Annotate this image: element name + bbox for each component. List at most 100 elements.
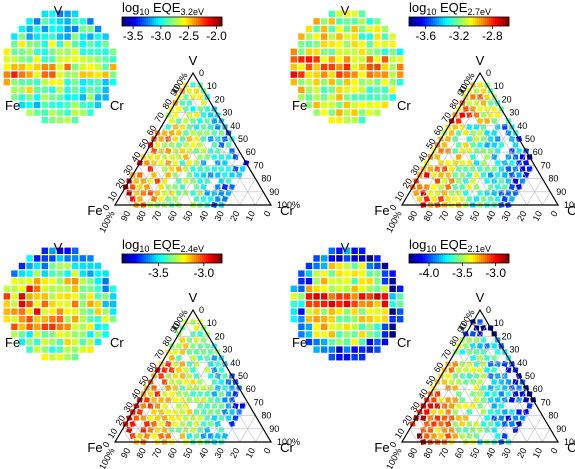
ternary-point — [501, 184, 508, 190]
ternary-point — [193, 348, 200, 356]
ternary-outline — [400, 71, 560, 206]
ternary-point — [189, 189, 197, 197]
wafer-pixel — [26, 86, 33, 93]
colorbar-segment — [429, 254, 432, 263]
wafer-pixel — [102, 285, 109, 292]
wafer-pixel — [366, 18, 373, 25]
ternary-point — [183, 142, 189, 148]
tick-label-right: 100% — [564, 200, 575, 210]
ternary-point — [455, 118, 462, 124]
wafer-pixel — [49, 18, 56, 25]
wafer-pixel — [18, 25, 26, 33]
ternary-point — [480, 88, 487, 94]
tick-label-bottom: 10 — [531, 446, 545, 460]
ternary-point — [452, 183, 459, 191]
wafer-pixel — [34, 79, 41, 86]
wafer-pixel — [359, 285, 366, 292]
ternary-point — [444, 195, 452, 203]
ternary-point — [133, 189, 140, 197]
ternary-point — [154, 427, 161, 433]
wafer-pixel — [328, 293, 335, 300]
wafer-pixel — [41, 285, 48, 292]
wafer-pixel — [305, 71, 313, 78]
wafer-pixel — [389, 33, 396, 40]
wafer-pixel — [26, 293, 33, 300]
tick-label-right: 60 — [246, 147, 256, 157]
colorbar-segment — [158, 254, 161, 263]
ternary-point — [186, 172, 193, 178]
wafer-pixel — [381, 71, 389, 78]
ternary-point — [501, 409, 508, 415]
ternary-point — [452, 433, 459, 439]
ternary-point — [491, 118, 497, 124]
ternary-point — [190, 319, 196, 325]
wafer-pixel — [366, 285, 373, 292]
ternary-point — [133, 178, 140, 184]
wafer-pixel — [72, 308, 79, 315]
wafer-pixel — [343, 285, 351, 292]
tick-label-left: 80 — [447, 97, 461, 111]
ternary-point — [158, 421, 165, 427]
ternary-point — [154, 189, 161, 197]
wafer-pixel — [305, 63, 313, 71]
wafer-label-right: Cr — [397, 335, 411, 350]
wafer-pixel — [336, 308, 343, 315]
ternary-point — [491, 130, 498, 136]
ternary-point — [487, 409, 494, 415]
wafer-pixel — [343, 270, 351, 277]
wafer-pixel — [381, 323, 389, 330]
wafer-pixel — [87, 18, 94, 25]
tick-label-bottom: 30 — [212, 446, 226, 460]
wafer-pixel — [34, 86, 41, 93]
ternary-point — [423, 409, 430, 415]
tick-label-bottom: 60 — [453, 446, 467, 460]
wafer-pixel — [11, 94, 18, 101]
gridline — [495, 152, 528, 206]
ternary-point — [214, 184, 221, 190]
ternary-point — [473, 183, 480, 191]
wafer-pixel — [305, 300, 313, 308]
wafer-pixel — [64, 48, 71, 55]
wafer-pixel — [397, 79, 404, 86]
ternary-point — [140, 427, 147, 433]
wafer-pixel — [305, 25, 313, 33]
wafer-pixel — [34, 56, 41, 63]
ternary-point — [526, 403, 533, 409]
wafer-pixel — [336, 48, 343, 55]
wafer-pixel — [11, 331, 18, 338]
wafer-pixel — [18, 94, 26, 101]
ternary-point — [186, 420, 193, 428]
wafer-pixel — [56, 109, 64, 116]
wafer-pixel — [397, 316, 404, 323]
wafer-pixel — [49, 117, 56, 124]
ternary-point — [469, 177, 476, 185]
colorbar-segment — [206, 254, 209, 263]
tick-label-right: 100% — [277, 437, 300, 447]
ternary-point — [469, 330, 476, 338]
tick-label-bottom: 50 — [181, 446, 195, 460]
ternary-point — [480, 349, 487, 355]
wafer-pixel — [298, 331, 305, 338]
tick-label-right: 20 — [215, 94, 225, 104]
wafer-pixel — [389, 285, 396, 292]
wafer-pixel — [49, 63, 56, 71]
ternary-points — [123, 319, 246, 446]
wafer-pixel — [313, 308, 320, 315]
ternary-point — [505, 166, 512, 172]
wafer-pixel — [72, 255, 79, 262]
gridline — [542, 428, 551, 443]
wafer-pixel — [321, 79, 328, 86]
ternary-point — [491, 189, 498, 197]
ternary-point — [186, 87, 193, 95]
ternary-point — [477, 94, 483, 100]
tick-label-bottom: 40 — [484, 209, 498, 223]
wafer-pixel — [389, 41, 396, 48]
ternary-point — [452, 172, 459, 178]
ternary-point — [193, 124, 200, 130]
ternary-point — [182, 177, 190, 185]
wafer-pixel — [328, 79, 335, 86]
ternary-point — [182, 414, 190, 422]
gridline — [208, 152, 241, 206]
tick-label-left: 10 — [106, 427, 120, 441]
